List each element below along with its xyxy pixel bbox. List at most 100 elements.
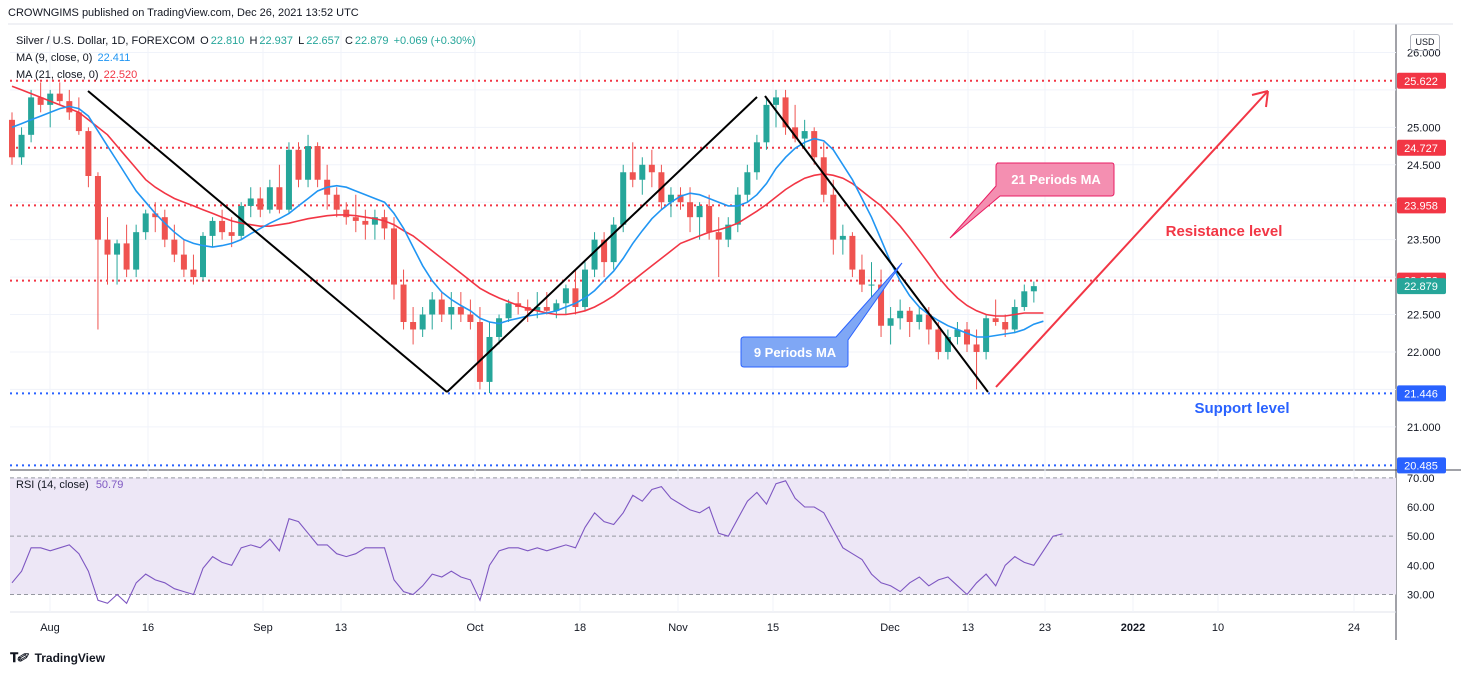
price-tick-label: 21.000 xyxy=(1407,422,1441,434)
ma9-legend: MA (9, close, 0) 22.411 xyxy=(16,52,131,64)
candle-body xyxy=(142,213,149,233)
candle-body xyxy=(858,269,865,285)
level-tag-24727-bg xyxy=(1397,139,1446,156)
tradingview-brand[interactable]: 𝐓✐ TradingView xyxy=(10,650,106,665)
candle-body xyxy=(753,142,760,173)
candle-body xyxy=(553,303,560,311)
price-tick-label: 22.500 xyxy=(1407,310,1441,322)
candle-body xyxy=(830,194,837,240)
candle-body xyxy=(448,307,455,315)
candle-body xyxy=(333,194,340,210)
candle-body xyxy=(897,310,904,319)
candle-body xyxy=(744,172,751,195)
candle-body xyxy=(391,228,397,285)
candle-body xyxy=(1011,307,1018,330)
candle-body xyxy=(429,299,436,315)
candle-body xyxy=(715,232,722,240)
candle-body xyxy=(247,198,254,206)
candle-body xyxy=(696,205,703,218)
candle-body xyxy=(314,146,321,180)
symbol-name: Silver / U.S. Dollar, 1D, FOREXCOM xyxy=(16,35,196,47)
candle-body xyxy=(28,97,35,135)
ma21-line xyxy=(11,85,1044,317)
level-tag-23958-bg xyxy=(1397,197,1446,214)
high-value: 22.937 xyxy=(259,35,294,47)
candle-body xyxy=(868,284,875,286)
currency-button[interactable]: USD xyxy=(1410,34,1440,51)
candle-body xyxy=(476,322,483,382)
time-tick-label: Nov xyxy=(668,622,688,634)
current-price-tag-bg xyxy=(1397,278,1446,295)
support-tag-bg xyxy=(1397,385,1446,402)
candle-body xyxy=(629,172,636,180)
trend-arrow xyxy=(995,90,1269,388)
rsi-tick-label: 50.00 xyxy=(1407,531,1435,543)
candle-body xyxy=(706,205,713,233)
time-tick-label: 13 xyxy=(335,622,347,634)
candle-body xyxy=(572,288,579,308)
trendline-up-1 xyxy=(446,96,758,393)
price-tick-label: 22.000 xyxy=(1407,347,1441,359)
candle-body xyxy=(94,176,101,240)
candle-body xyxy=(1002,322,1009,330)
candle-body xyxy=(763,104,770,143)
low-value: 22.657 xyxy=(306,35,340,47)
candle-body xyxy=(152,213,159,218)
symbol-legend: Silver / U.S. Dollar, 1D, FOREXCOM O 22.8… xyxy=(16,35,476,47)
candle-body xyxy=(171,239,178,255)
time-tick-label: 2022 xyxy=(1121,622,1145,634)
candle-body xyxy=(467,314,474,322)
candle-body xyxy=(209,220,216,236)
price-tick-label: 25.000 xyxy=(1407,122,1441,134)
candle-body xyxy=(992,318,999,322)
support-level-label: Support level xyxy=(1194,400,1289,417)
candle-body xyxy=(257,198,264,210)
candle-body xyxy=(104,239,111,255)
candle-body xyxy=(906,310,913,322)
level-tag-24727: 24.727 xyxy=(1404,143,1438,155)
price-tick-label: 23.500 xyxy=(1407,235,1441,247)
candle-body xyxy=(582,269,588,308)
candle-body xyxy=(935,329,942,352)
candle-body xyxy=(123,243,130,270)
candle-body xyxy=(438,299,445,315)
candle-body xyxy=(964,329,970,345)
candle-body xyxy=(200,235,206,278)
candle-body xyxy=(228,232,235,236)
open-value: 22.810 xyxy=(210,35,245,47)
bottom-tag: 20.485 xyxy=(1404,460,1438,472)
candle-body xyxy=(601,239,608,263)
candle-body xyxy=(1030,286,1037,292)
candle-body xyxy=(410,322,417,330)
candle-body xyxy=(190,269,197,278)
candle-body xyxy=(180,254,187,270)
candle-body xyxy=(18,134,25,158)
time-tick-label: Aug xyxy=(40,622,60,634)
rsi-tick-label: 30.00 xyxy=(1407,590,1435,602)
publisher-line: CROWNGIMS published on TradingView.com, … xyxy=(8,7,359,19)
ma21-callout-box xyxy=(949,162,1115,239)
support-tag: 21.446 xyxy=(1404,388,1438,400)
time-tick-label: 23 xyxy=(1039,622,1051,634)
candle-body xyxy=(534,307,541,311)
candle-body xyxy=(801,131,808,139)
candle-body xyxy=(47,93,54,105)
candle-body xyxy=(381,217,388,229)
candle-body xyxy=(543,307,550,311)
candle-body xyxy=(925,314,932,330)
candle-body xyxy=(849,235,856,270)
resistance-level-label: Resistance level xyxy=(1166,223,1283,240)
change-value: +0.069 (+0.30%) xyxy=(393,35,476,47)
candle-body xyxy=(639,164,646,180)
rsi-tick-label: 40.00 xyxy=(1407,560,1435,572)
rsi-value: 50.79 xyxy=(95,479,124,491)
time-tick-label: 15 xyxy=(767,622,779,634)
ma9-value: 22.411 xyxy=(97,52,131,64)
time-tick-label: Dec xyxy=(880,622,900,634)
candle-body xyxy=(419,314,426,330)
rsi-tick-label: 60.00 xyxy=(1407,502,1435,514)
candle-body xyxy=(85,131,92,176)
ma21-value: 22.520 xyxy=(103,69,138,81)
bottom-tag-bg xyxy=(1397,457,1446,474)
